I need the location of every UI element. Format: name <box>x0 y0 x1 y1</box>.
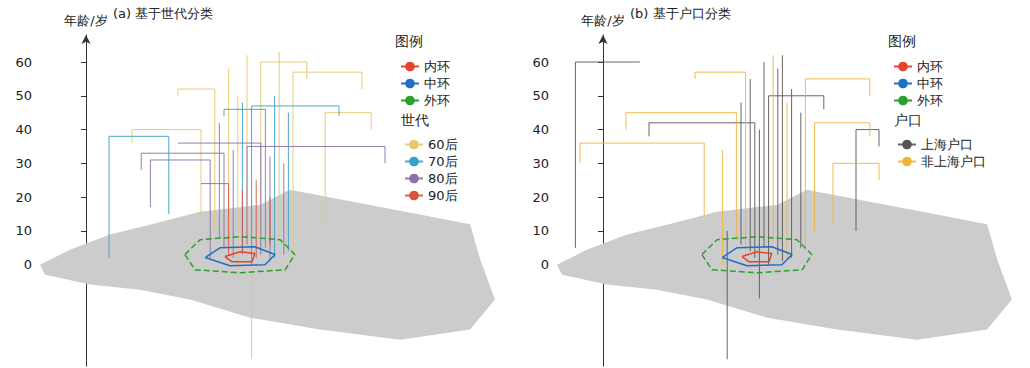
svg-text:60后: 60后 <box>428 137 458 152</box>
svg-text:年龄/岁: 年龄/岁 <box>581 13 624 28</box>
svg-text:60: 60 <box>532 55 549 70</box>
svg-text:50: 50 <box>532 88 549 103</box>
svg-text:(a) 基于世代分类: (a) 基于世代分类 <box>113 6 213 21</box>
svg-text:40: 40 <box>532 122 549 137</box>
svg-text:30: 30 <box>532 156 549 171</box>
svg-text:20: 20 <box>532 190 549 205</box>
svg-text:10: 10 <box>532 223 549 238</box>
svg-text:图例: 图例 <box>888 33 916 49</box>
svg-text:(b) 基于户口分类: (b) 基于户口分类 <box>630 6 731 21</box>
svg-text:户口: 户口 <box>894 112 922 128</box>
svg-text:外环: 外环 <box>917 93 943 108</box>
svg-text:内环: 内环 <box>424 59 450 74</box>
svg-text:上海户口: 上海户口 <box>921 137 973 152</box>
svg-text:0: 0 <box>541 257 549 272</box>
svg-text:内环: 内环 <box>917 59 943 74</box>
svg-text:30: 30 <box>15 156 32 171</box>
svg-text:世代: 世代 <box>401 112 429 128</box>
svg-text:80后: 80后 <box>428 171 458 186</box>
svg-text:年龄/岁: 年龄/岁 <box>64 13 107 28</box>
svg-text:40: 40 <box>15 122 32 137</box>
svg-text:外环: 外环 <box>424 93 450 108</box>
svg-text:中环: 中环 <box>917 76 943 91</box>
svg-text:图例: 图例 <box>395 33 423 49</box>
svg-text:10: 10 <box>15 223 32 238</box>
svg-text:非上海户口: 非上海户口 <box>921 154 986 169</box>
svg-text:70后: 70后 <box>428 154 458 169</box>
svg-text:90后: 90后 <box>428 188 458 203</box>
svg-text:20: 20 <box>15 190 32 205</box>
svg-text:60: 60 <box>15 55 32 70</box>
svg-text:50: 50 <box>15 88 32 103</box>
svg-text:中环: 中环 <box>424 76 450 91</box>
svg-text:0: 0 <box>24 257 32 272</box>
